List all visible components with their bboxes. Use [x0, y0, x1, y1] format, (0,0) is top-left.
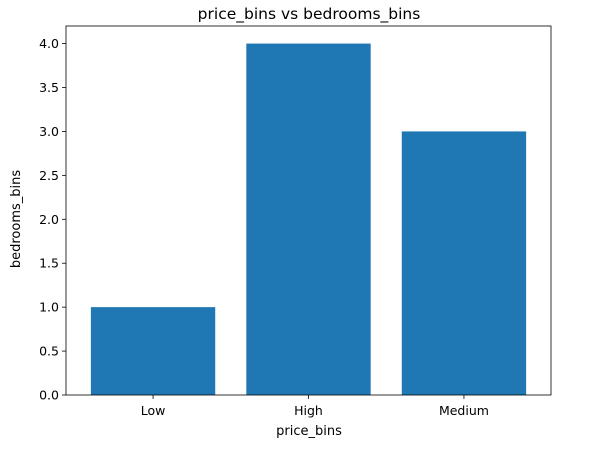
x-axis-label: price_bins — [276, 424, 342, 439]
y-tick-label: 3.0 — [39, 124, 59, 139]
y-tick-label: 3.5 — [39, 80, 59, 95]
y-tick-label: 0.0 — [39, 388, 59, 403]
y-axis-ticks: 0.0 0.5 1.0 1.5 2.0 2.5 3.0 3.5 4.0 — [39, 36, 66, 403]
bars-group — [90, 43, 527, 395]
y-tick-label: 1.5 — [39, 256, 59, 271]
x-axis-ticks: Low High Medium — [141, 395, 489, 418]
bar-low — [90, 307, 216, 395]
plot-frame — [65, 25, 552, 396]
y-tick-label: 2.5 — [39, 168, 59, 183]
x-tick-label: Medium — [439, 403, 489, 418]
y-tick-label: 4.0 — [39, 36, 59, 51]
x-tick-label: High — [294, 403, 323, 418]
bar-medium — [401, 131, 527, 395]
bar-high — [246, 43, 371, 395]
x-tick-label: Low — [141, 403, 166, 418]
y-tick-label: 1.0 — [39, 300, 59, 315]
y-axis-label: bedrooms_bins — [9, 170, 24, 269]
y-tick-label: 0.5 — [39, 344, 59, 359]
chart-title: price_bins vs bedrooms_bins — [198, 5, 421, 24]
y-tick-label: 2.0 — [39, 212, 59, 227]
